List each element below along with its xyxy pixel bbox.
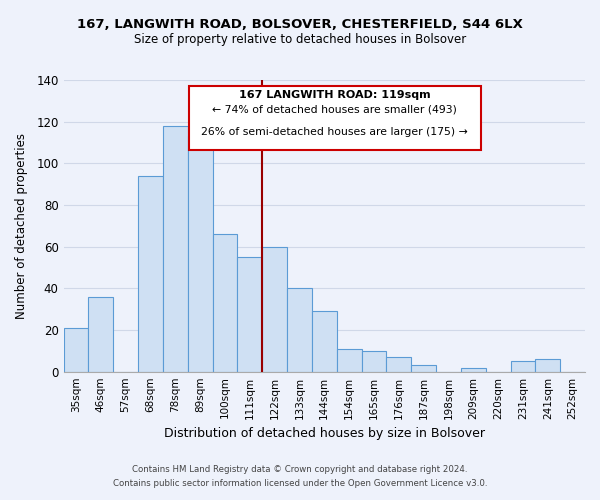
Bar: [461, 368, 485, 372]
Bar: [312, 312, 337, 372]
X-axis label: Distribution of detached houses by size in Bolsover: Distribution of detached houses by size …: [164, 427, 485, 440]
Text: 167, LANGWITH ROAD, BOLSOVER, CHESTERFIELD, S44 6LX: 167, LANGWITH ROAD, BOLSOVER, CHESTERFIE…: [77, 18, 523, 30]
Bar: [362, 351, 386, 372]
Bar: [535, 359, 560, 372]
Text: Size of property relative to detached houses in Bolsover: Size of property relative to detached ho…: [134, 32, 466, 46]
Bar: [138, 176, 163, 372]
Bar: [212, 234, 238, 372]
Bar: [287, 288, 312, 372]
Text: ← 74% of detached houses are smaller (493): ← 74% of detached houses are smaller (49…: [212, 104, 457, 115]
Bar: [188, 136, 212, 372]
Bar: [163, 126, 188, 372]
Y-axis label: Number of detached properties: Number of detached properties: [15, 133, 28, 319]
Bar: [386, 357, 411, 372]
Bar: [337, 349, 362, 372]
Bar: [88, 296, 113, 372]
Bar: [64, 328, 88, 372]
FancyBboxPatch shape: [189, 86, 481, 150]
Text: 26% of semi-detached houses are larger (175) →: 26% of semi-detached houses are larger (…: [202, 127, 468, 137]
Bar: [411, 366, 436, 372]
Bar: [262, 246, 287, 372]
Bar: [238, 257, 262, 372]
Text: 167 LANGWITH ROAD: 119sqm: 167 LANGWITH ROAD: 119sqm: [239, 90, 431, 100]
Text: Contains HM Land Registry data © Crown copyright and database right 2024.
Contai: Contains HM Land Registry data © Crown c…: [113, 466, 487, 487]
Bar: [511, 362, 535, 372]
